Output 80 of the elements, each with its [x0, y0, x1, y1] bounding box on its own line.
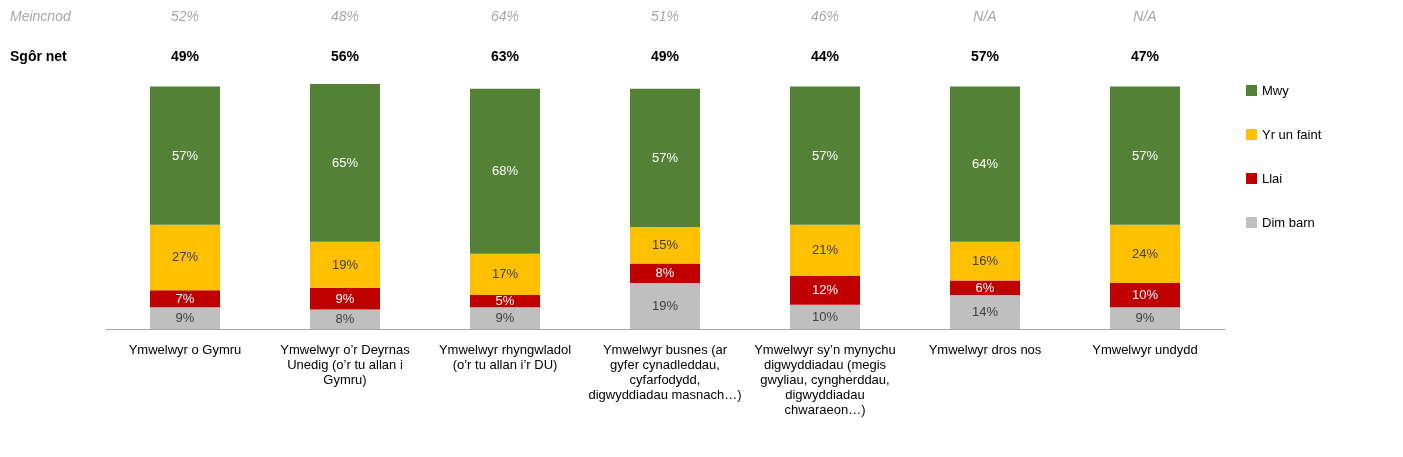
text: N/A	[1133, 8, 1157, 24]
legend-label: Dim barn	[1262, 214, 1315, 230]
text: N/A	[973, 8, 997, 24]
bar	[630, 282, 700, 329]
data-label: 6%	[975, 279, 995, 295]
bar	[310, 84, 380, 242]
text: 48%	[330, 8, 360, 24]
bar	[310, 287, 380, 310]
text: 46%	[810, 8, 840, 24]
data-label: 19%	[651, 297, 679, 313]
legend-label: Llai	[1262, 170, 1283, 186]
bar	[950, 280, 1020, 296]
x-tick-label: Ymwelwyr busnes (ar gyfer cynadleddau, cyfarfodydd, digwyddiadau masnach…)	[588, 341, 742, 402]
bar	[1110, 307, 1180, 329]
data-label: 57%	[811, 147, 839, 163]
bar	[150, 307, 220, 329]
data-label: 7%	[175, 290, 195, 306]
x-tick-label: Ymwelwyr o’r Deyrnas Unedig (o’r tu allan i Gymru)	[280, 341, 411, 387]
data-label: 64%	[971, 156, 999, 172]
text: 52%	[170, 8, 200, 24]
data-label: 9%	[335, 290, 355, 306]
data-label: 9%	[175, 310, 195, 326]
data-label: 68%	[491, 163, 519, 179]
bar	[470, 88, 540, 254]
data-label: 12%	[811, 282, 839, 298]
text: 56%	[330, 48, 360, 64]
data-label: 8%	[335, 311, 355, 327]
data-label: 27%	[171, 249, 199, 265]
data-label: 24%	[1131, 245, 1159, 261]
data-label: 21%	[811, 242, 839, 258]
data-label: 57%	[1131, 147, 1159, 163]
bar	[950, 86, 1020, 242]
text: 64%	[490, 8, 520, 24]
x-tick-label: Ymwelwyr dros nos	[928, 341, 1042, 357]
text: 47%	[1130, 48, 1160, 64]
data-label: 9%	[1135, 310, 1155, 326]
text: 51%	[650, 8, 680, 24]
bar	[630, 227, 700, 264]
bar	[950, 295, 1020, 329]
text: 49%	[650, 48, 680, 64]
bar	[470, 307, 540, 329]
x-tick-label: Ymwelwyr sy’n mynychu digwyddiadau (megis gwyliau, cyngherddau, digwyddiadau chwaraeon…)	[754, 341, 896, 417]
text: 57%	[970, 48, 1000, 64]
data-label: 19%	[331, 256, 359, 272]
data-label: 8%	[655, 265, 675, 281]
text: 44%	[810, 48, 840, 64]
bar	[1110, 282, 1180, 308]
legend-label: Mwy	[1262, 82, 1290, 98]
text: 49%	[170, 48, 200, 64]
data-label: 9%	[495, 310, 515, 326]
text: 63%	[490, 48, 520, 64]
bar	[470, 253, 540, 296]
data-label: 65%	[331, 154, 359, 170]
data-label: 15%	[651, 237, 679, 253]
data-label: 10%	[811, 308, 839, 324]
data-label: 5%	[495, 293, 515, 309]
legend-label: Yr un faint	[1262, 126, 1322, 142]
bar	[150, 224, 220, 291]
data-label: 57%	[651, 149, 679, 165]
bar	[790, 304, 860, 329]
bar	[310, 241, 380, 288]
text: Sgôr net	[10, 48, 68, 64]
bar	[950, 241, 1020, 281]
x-tick-label: Ymwelwyr undydd	[1092, 341, 1198, 357]
bar	[1110, 86, 1180, 225]
bar	[630, 88, 700, 228]
x-tick-label: Ymwelwyr o Gymru	[128, 341, 242, 357]
bar	[1110, 224, 1180, 283]
data-label: 16%	[971, 253, 999, 269]
bar	[790, 86, 860, 225]
data-label: 57%	[171, 147, 199, 163]
bar	[790, 275, 860, 305]
x-tick-label: Ymwelwyr rhyngwladol (o’r tu allan i’r DU)	[438, 341, 572, 372]
bar	[150, 290, 220, 308]
text: Meincnod	[10, 8, 72, 24]
data-label: 17%	[491, 266, 519, 282]
bar	[150, 86, 220, 225]
data-label: 14%	[971, 304, 999, 320]
data-label: 10%	[1131, 287, 1159, 303]
bar	[790, 224, 860, 276]
